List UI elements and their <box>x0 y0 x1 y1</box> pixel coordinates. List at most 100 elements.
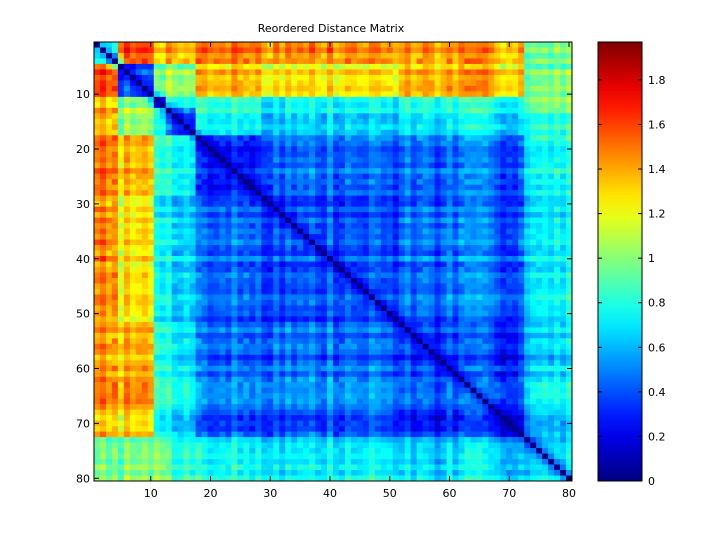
heatmap-cell <box>458 42 465 48</box>
heatmap-cell <box>123 69 131 76</box>
heatmap-cell <box>207 151 214 158</box>
heatmap-cell <box>410 201 417 207</box>
heatmap-cell <box>506 316 513 323</box>
heatmap-cell <box>225 294 232 301</box>
heatmap-cell <box>440 250 447 257</box>
heatmap-cell <box>386 245 394 251</box>
heatmap-cell <box>153 365 161 372</box>
heatmap-cell <box>231 184 238 191</box>
heatmap-cell <box>464 256 471 262</box>
heatmap-cell <box>219 332 226 339</box>
heatmap-cell <box>452 217 459 224</box>
heatmap-cell <box>356 327 364 334</box>
heatmap-cell <box>500 365 507 372</box>
heatmap-cell <box>560 47 567 54</box>
heatmap-cell <box>350 305 358 312</box>
heatmap-cell <box>165 266 173 273</box>
heatmap-cell <box>261 223 268 229</box>
heatmap-cell <box>470 179 477 186</box>
heatmap-cell <box>434 173 441 180</box>
heatmap-cell <box>183 162 190 169</box>
heatmap-cell <box>195 58 202 65</box>
heatmap-cell <box>117 223 125 229</box>
heatmap-cell <box>111 162 119 169</box>
heatmap-cell <box>548 52 555 59</box>
heatmap-cell <box>249 113 256 120</box>
heatmap-cell <box>362 228 370 235</box>
heatmap-cell <box>237 283 244 290</box>
heatmap-cell <box>566 80 573 87</box>
heatmap-cell <box>117 310 125 317</box>
heatmap-cell <box>386 168 394 175</box>
heatmap-cell <box>344 310 352 317</box>
heatmap-cell <box>213 206 220 213</box>
heatmap-cell <box>273 217 280 224</box>
heatmap-cell <box>177 382 184 389</box>
heatmap-cell <box>374 294 382 301</box>
heatmap-cell <box>165 217 173 224</box>
heatmap-cell <box>315 299 322 306</box>
heatmap-cell <box>231 360 238 367</box>
heatmap-cell <box>123 288 131 295</box>
heatmap-cell <box>524 146 531 153</box>
heatmap-cell <box>135 52 143 59</box>
heatmap-cell <box>554 261 561 268</box>
heatmap-cell <box>303 349 310 356</box>
heatmap-cell <box>416 371 423 378</box>
heatmap-cell <box>470 140 477 147</box>
heatmap-cell <box>183 52 190 59</box>
heatmap-cell <box>362 343 370 350</box>
heatmap-cell <box>422 261 429 268</box>
heatmap-cell <box>189 179 196 186</box>
heatmap-cell <box>249 360 256 367</box>
heatmap-cell <box>374 113 382 120</box>
heatmap-cell <box>404 102 412 109</box>
heatmap-cell <box>219 376 226 383</box>
heatmap-cell <box>476 305 483 312</box>
heatmap-cell <box>231 124 238 131</box>
heatmap-cell <box>506 69 513 76</box>
heatmap-cell <box>321 310 328 317</box>
heatmap-cell <box>452 91 459 98</box>
heatmap-cell <box>135 299 143 306</box>
heatmap-cell <box>488 146 495 153</box>
heatmap-cell <box>111 316 119 323</box>
heatmap-cell <box>362 69 370 76</box>
heatmap-cell <box>380 184 388 191</box>
heatmap-cell <box>488 129 495 136</box>
heatmap-cell <box>434 349 441 356</box>
heatmap-cell <box>404 168 412 175</box>
heatmap-cell <box>279 201 286 207</box>
heatmap-cell <box>512 113 519 120</box>
heatmap-cell <box>500 129 507 136</box>
heatmap-cell <box>243 80 250 87</box>
heatmap-cell <box>446 206 453 213</box>
heatmap-cell <box>153 113 161 120</box>
heatmap-cell <box>500 321 507 328</box>
heatmap-cell <box>183 42 190 48</box>
heatmap-cell <box>141 63 149 70</box>
heatmap-cell <box>225 266 232 273</box>
heatmap-cell <box>333 316 340 323</box>
heatmap-cell <box>309 42 316 48</box>
heatmap-cell <box>333 277 340 284</box>
heatmap-cell <box>548 140 555 147</box>
heatmap-cell <box>219 316 226 323</box>
heatmap-cell <box>404 113 412 120</box>
heatmap-cell <box>99 173 107 180</box>
heatmap-cell <box>530 85 537 92</box>
heatmap-cell <box>321 338 328 345</box>
heatmap-cell <box>285 195 292 202</box>
heatmap-cell <box>141 58 149 65</box>
heatmap-cell <box>249 184 256 191</box>
heatmap-cell <box>428 250 435 257</box>
heatmap-cell <box>309 118 316 125</box>
heatmap-cell <box>392 74 400 81</box>
heatmap-cell <box>273 239 280 246</box>
heatmap-cell <box>123 256 131 262</box>
heatmap-cell <box>147 338 155 345</box>
heatmap-cell <box>291 376 298 383</box>
heatmap-cell <box>368 360 376 367</box>
heatmap-cell <box>500 151 507 158</box>
heatmap-cell <box>195 228 202 235</box>
